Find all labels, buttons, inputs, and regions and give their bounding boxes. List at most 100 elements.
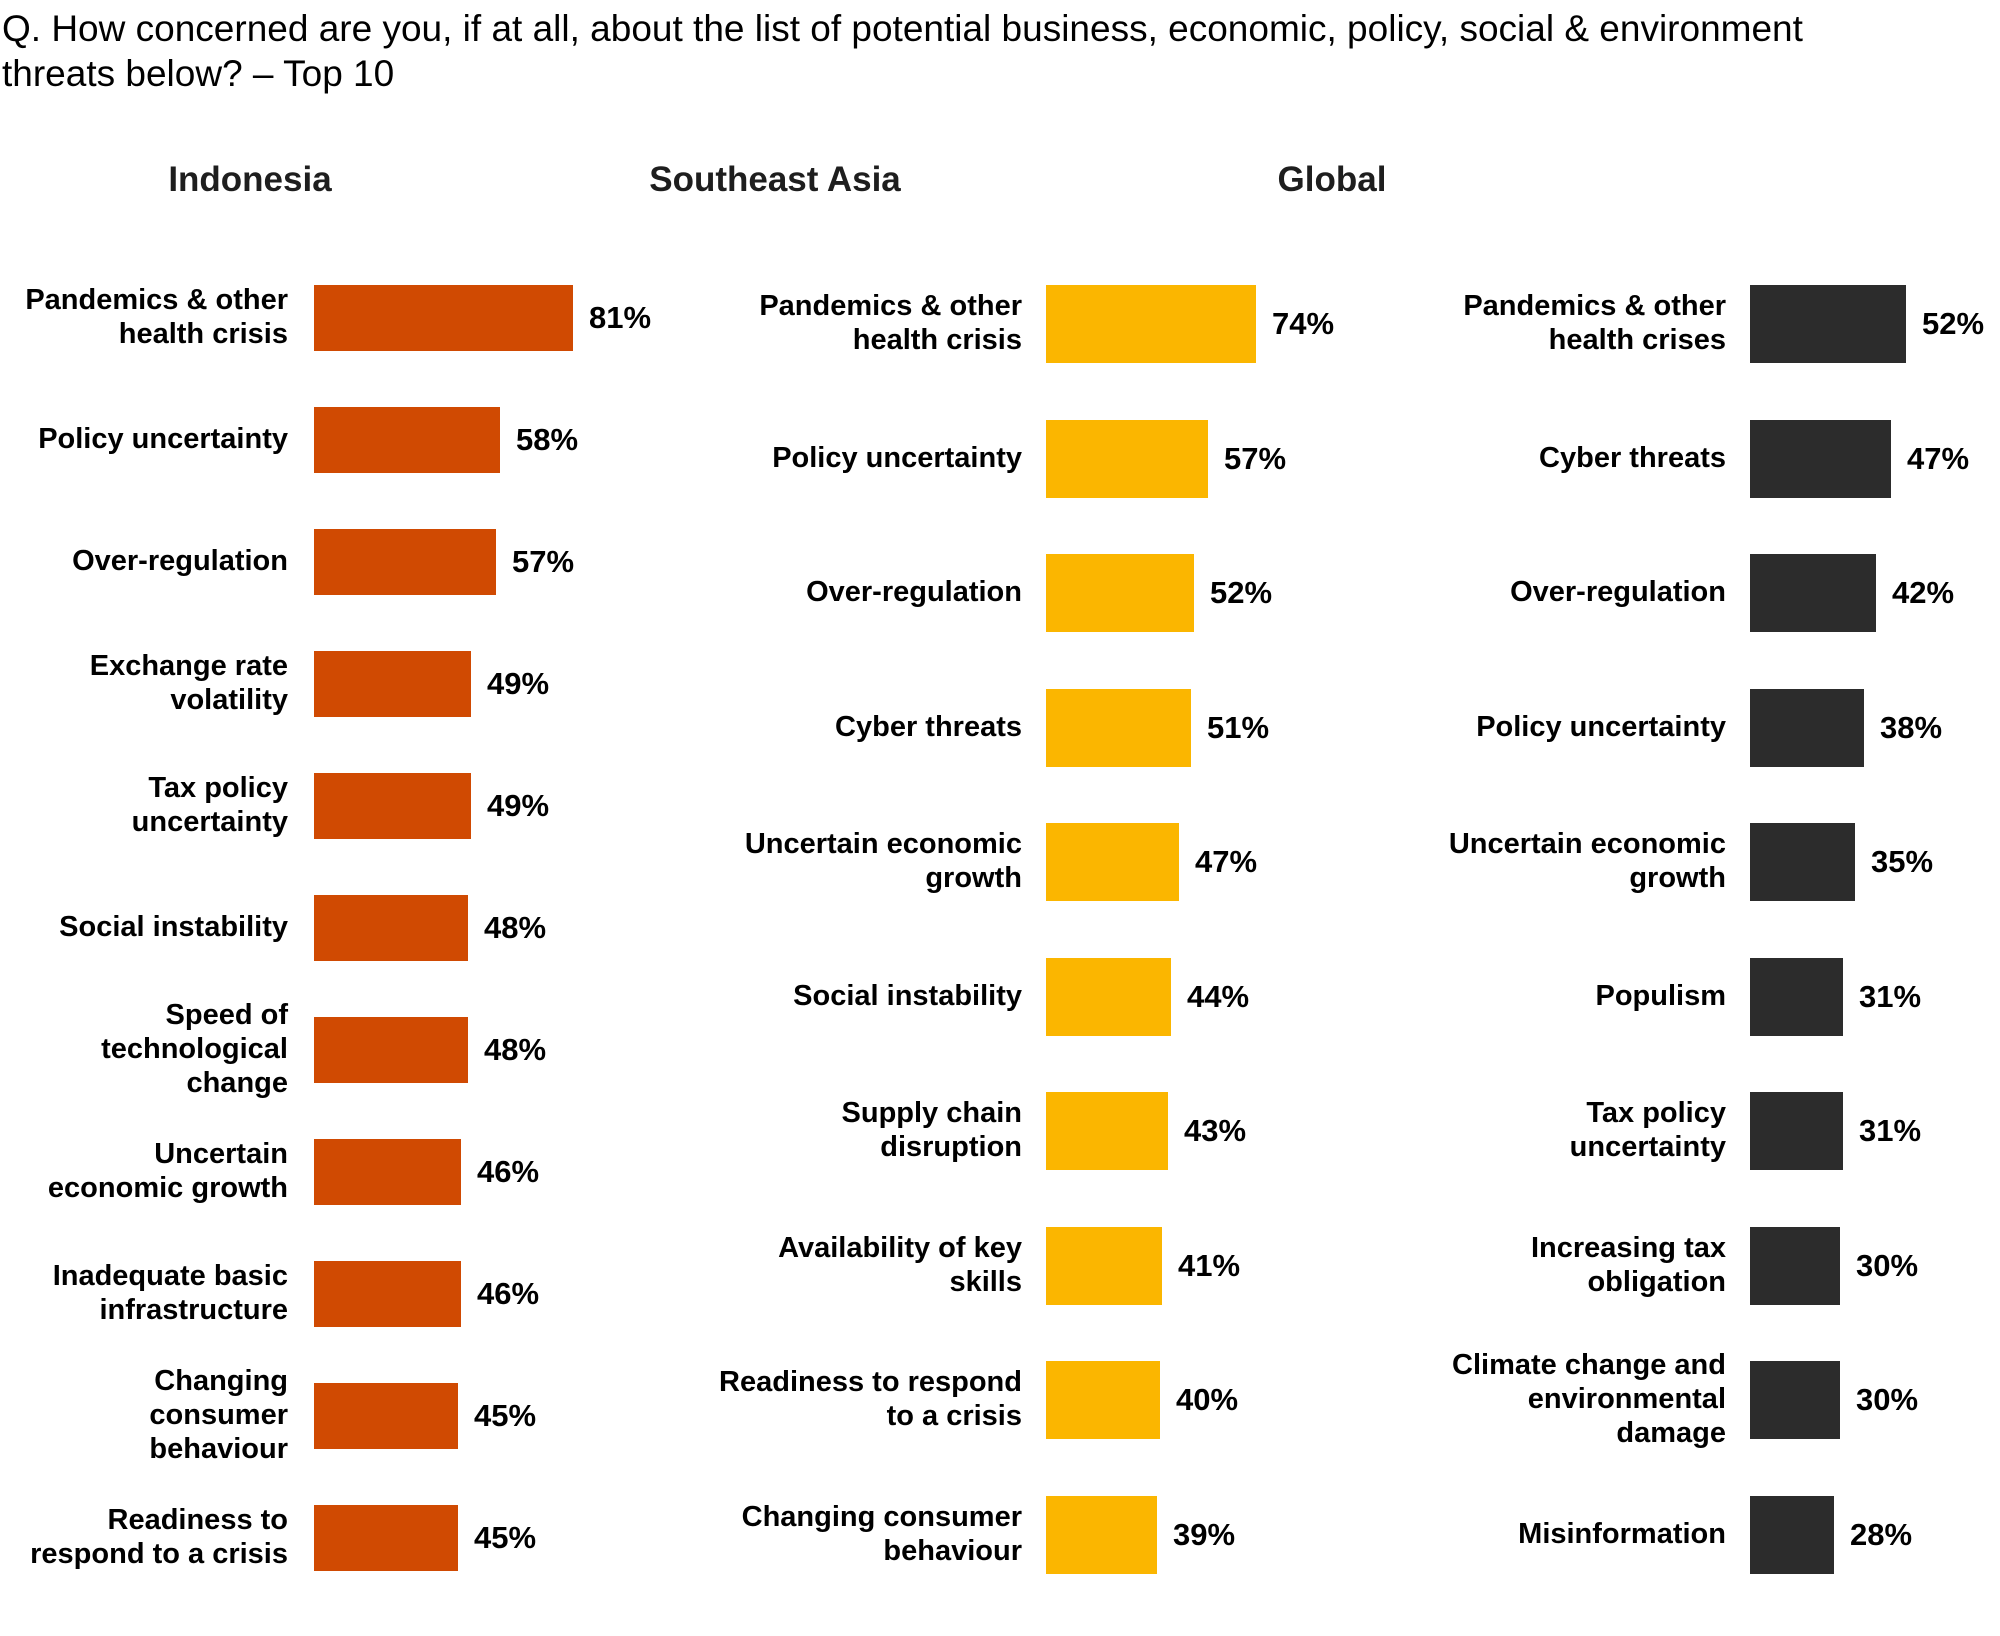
bar-value: 47% [1907,440,1970,476]
bar-label: Uncertain economic growth [1448,828,1726,895]
bar [1046,1495,1157,1574]
bar-value: 31% [1859,978,1922,1014]
bar-label: Tax policy uncertainty [1569,1097,1726,1164]
bar-row: Social instability 44% [620,930,1340,1065]
bar-row: Supply chain disruption 43% [620,1064,1340,1199]
bar-value: 74% [1272,306,1335,342]
bar-label: Inadequate basic infrastructure [52,1260,288,1326]
bar-value: 45% [474,1398,537,1433]
bar-value: 41% [1178,1247,1241,1283]
bar [1046,823,1179,902]
bar-value: 30% [1856,1247,1919,1283]
bar-row: Changing consumer behaviour 39% [620,1468,1340,1603]
bar [1046,285,1256,364]
bar-label: Pandemics & other health crisis [25,284,288,350]
bar-value: 51% [1207,709,1270,745]
bar-value: 49% [487,788,550,823]
bar-value: 42% [1892,575,1955,611]
bar-row: Increasing tax obligation 30% [1300,1199,2000,1334]
bar-row: Uncertain economic growth 47% [620,795,1340,930]
bar-label: Over-regulation [1510,576,1726,609]
bar [314,1139,461,1205]
bar-value: 43% [1184,1113,1247,1149]
bar-label: Supply chain disruption [841,1097,1022,1164]
bar-value: 49% [487,666,550,701]
bar-value: 52% [1210,575,1273,611]
bar-label: Over-regulation [806,576,1022,609]
bar-label: Pandemics & other health crisis [759,290,1022,357]
bar [314,529,496,595]
bar-label: Readiness to respond to a crisis [719,1366,1022,1433]
column-header-southeast-asia: Southeast Asia [649,160,901,199]
bar-label: Increasing tax obligation [1530,1231,1726,1298]
bar-row: Readiness to respond to a crisis 40% [620,1333,1340,1468]
bar-label: Uncertain economic growth [47,1138,288,1204]
bar-label: Misinformation [1518,1517,1726,1550]
bar-value: 52% [1922,306,1985,342]
bar-label: Policy uncertainty [38,423,288,456]
bar [314,407,500,473]
bar-label: Availability of key skills [778,1231,1022,1298]
bar-row: Policy uncertainty 57% [620,392,1340,527]
bar-row: Inadequate basic infrastructure 46% [0,1233,660,1355]
bar-row: Over-regulation 52% [620,526,1340,661]
bar-row: Policy uncertainty 58% [0,379,660,501]
bar [1750,1092,1843,1171]
bar [1750,823,1855,902]
bar-value: 46% [477,1154,540,1189]
bar-label: Social instability [793,979,1022,1012]
bar-row: Social instability 48% [0,867,660,989]
bar-row: Changing consumer behaviour 45% [0,1355,660,1477]
bar-label: Over-regulation [72,545,288,578]
bar-value: 28% [1850,1516,1913,1552]
bar-label: Cyber threats [1539,441,1726,474]
bar-row: Readiness to respond to a crisis 45% [0,1477,660,1599]
bar-row: Speed of technological change 48% [0,989,660,1111]
bar-row: Cyber threats 51% [620,661,1340,796]
bar-label: Changing consumer behaviour [741,1500,1022,1567]
bar [1750,688,1864,767]
bar-label: Pandemics & other health crises [1463,290,1726,357]
bar [314,651,471,717]
bar [314,1505,458,1571]
bar [314,773,471,839]
bar-row: Pandemics & other health crisis 81% [0,257,660,379]
bar-row: Uncertain economic growth 35% [1300,795,2000,930]
bar [314,1017,468,1083]
bar [1750,554,1876,633]
bar-value: 35% [1871,844,1934,880]
bar [1750,957,1843,1036]
bar-label: Policy uncertainty [772,441,1022,474]
bar-label: Speed of technological change [101,999,288,1099]
bar-row: Cyber threats 47% [1300,392,2000,527]
chart-column-southeast-asia: Pandemics & other health crisis 74% Policy… [620,257,1340,1602]
bar [1046,688,1191,767]
bar-label: Uncertain economic growth [744,828,1022,895]
bar [1750,1361,1840,1440]
bar-row: Pandemics & other health crises 52% [1300,257,2000,392]
bar-label: Policy uncertainty [1476,710,1726,743]
bar-label: Populism [1595,979,1726,1012]
bar [1046,554,1194,633]
bar [1046,1092,1168,1171]
bar-value: 48% [484,1032,547,1067]
chart-column-global: Pandemics & other health crises 52% Cyber … [1300,257,2000,1602]
bar-row: Populism 31% [1300,930,2000,1065]
bar-row: Climate change and environmental damage 3… [1300,1333,2000,1468]
bar-value: 30% [1856,1382,1919,1418]
bar-value: 57% [1224,440,1287,476]
bar-value: 47% [1195,844,1258,880]
bar-row: Pandemics & other health crisis 74% [620,257,1340,392]
bar-label: Climate change and environmental damage [1452,1349,1726,1450]
bar-label: Readiness to respond to a crisis [30,1504,288,1570]
bar [1046,1361,1160,1440]
bar-value: 57% [512,544,575,579]
chart-title: Q. How concerned are you, if at all, abo… [2,8,1803,95]
bar-value: 44% [1187,978,1250,1014]
bar-label: Changing consumer behaviour [149,1365,288,1465]
bar-row: Availability of key skills 41% [620,1199,1340,1334]
bar-value: 81% [589,300,652,335]
bar-value: 48% [484,910,547,945]
bar [1046,1226,1162,1305]
bar-row: Over-regulation 42% [1300,526,2000,661]
